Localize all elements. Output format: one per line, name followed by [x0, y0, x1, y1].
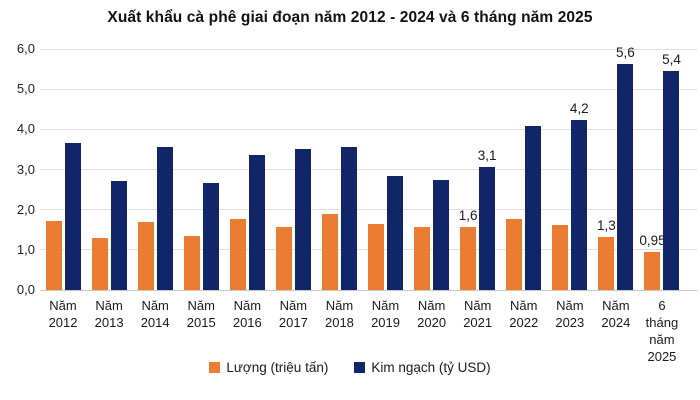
y-tick-label: 5,0	[16, 81, 35, 97]
bar-turnover	[663, 71, 680, 290]
bar-turnover	[433, 180, 450, 290]
bar-value-label: 0,95	[639, 233, 666, 248]
gridline	[40, 289, 697, 291]
x-tick-label: Năm 2017	[278, 298, 308, 330]
bar-turnover	[617, 64, 634, 290]
y-tick-label: 3,0	[16, 161, 35, 177]
x-tick-label: Năm 2014	[140, 298, 170, 330]
bar-volume	[275, 227, 292, 290]
x-tick-label: Năm 2024	[601, 298, 631, 330]
bar-turnover	[202, 183, 219, 290]
bar-volume	[45, 221, 62, 290]
bar-turnover	[525, 126, 542, 290]
bar-volume	[229, 219, 246, 290]
bar-volume	[644, 252, 661, 290]
bar-turnover	[64, 143, 81, 290]
bar-volume	[506, 219, 523, 290]
y-tick-label: 2,0	[16, 201, 35, 217]
bar-volume	[414, 227, 431, 290]
bar-volume	[598, 237, 615, 290]
bar-turnover	[340, 147, 357, 290]
x-tick-label: Năm 2016	[232, 298, 262, 330]
legend-label: Lượng (triệu tấn)	[226, 360, 329, 375]
bar-value-label: 5,4	[662, 52, 681, 67]
gridline	[40, 209, 697, 211]
x-tick-label: 6 tháng năm 2025	[645, 298, 679, 364]
bar-value-label: 4,2	[569, 101, 589, 116]
bar-turnover	[248, 155, 265, 290]
bar-volume	[91, 238, 108, 290]
y-tick-label: 0,0	[16, 282, 35, 297]
bar-volume	[460, 227, 477, 290]
x-tick-label: Năm 2021	[463, 298, 493, 330]
legend-label: Kim ngạch (tỷ USD)	[371, 360, 491, 375]
chart-title: Xuất khẩu cà phê giai đoạn năm 2012 - 20…	[107, 9, 593, 26]
y-tick-label: 1,0	[16, 241, 35, 257]
legend-swatch-icon	[354, 362, 366, 373]
x-tick-label: Năm 2013	[94, 298, 124, 330]
bar-turnover	[294, 149, 311, 290]
bar-value-label: 5,6	[616, 45, 635, 60]
bar-value-label: 1,3	[597, 218, 616, 233]
y-tick-label: 4,0	[16, 121, 35, 137]
x-tick-label: Năm 2019	[371, 298, 400, 330]
bar-turnover	[156, 147, 173, 290]
x-tick-label: Năm 2020	[417, 298, 447, 330]
x-tick-label: Năm 2022	[509, 298, 539, 330]
bar-turnover	[479, 167, 496, 290]
x-tick-label: Năm 2023	[555, 298, 585, 330]
bar-volume	[368, 224, 385, 290]
bar-value-label: 1,6	[458, 208, 478, 223]
legend-item: Kim ngạch (tỷ USD)	[354, 360, 491, 375]
x-tick-label: Năm 2015	[186, 298, 216, 330]
bar-volume	[137, 222, 154, 290]
bar-volume	[183, 236, 200, 290]
bar-volume	[552, 225, 569, 290]
gridline	[40, 88, 697, 90]
bar-turnover	[571, 120, 588, 290]
x-tick-label: Năm 2018	[324, 298, 354, 330]
legend-item: Lượng (triệu tấn)	[209, 360, 328, 375]
bar-volume	[321, 214, 338, 290]
gridline	[40, 48, 697, 50]
bar-turnover	[110, 181, 127, 290]
legend: Lượng (triệu tấn) Kim ngạch (tỷ USD)	[0, 360, 700, 375]
x-tick-label: Năm 2012	[48, 298, 78, 330]
legend-swatch-icon	[209, 362, 221, 373]
gridline	[40, 169, 697, 170]
bar-turnover	[387, 176, 404, 290]
bar-value-label: 3,1	[477, 148, 497, 163]
y-tick-label: 6,0	[16, 41, 35, 56]
gridline	[40, 128, 697, 130]
